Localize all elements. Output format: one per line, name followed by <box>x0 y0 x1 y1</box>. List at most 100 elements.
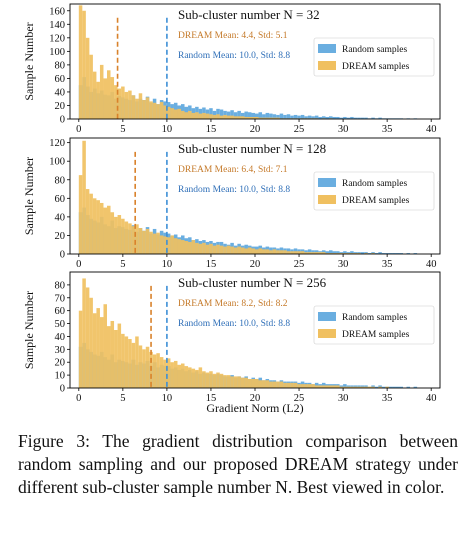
bar-dream <box>329 253 333 254</box>
bar-dream <box>272 381 277 388</box>
bar-dream <box>255 378 259 388</box>
bar-dream <box>343 253 347 254</box>
y-tick-label: 80 <box>55 60 66 71</box>
bar-dream <box>159 357 164 388</box>
bar-dream <box>346 386 351 388</box>
x-tick-label: 25 <box>294 259 305 270</box>
bar-dream <box>198 113 203 119</box>
bar-dream <box>202 242 206 254</box>
bar-random <box>251 112 255 119</box>
bar-dream <box>325 253 329 254</box>
bar-random <box>353 252 358 254</box>
bar-dream <box>332 253 337 254</box>
bar-dream <box>128 90 132 119</box>
bar-dream <box>325 385 329 388</box>
bar-random <box>300 114 305 119</box>
y-tick-label: 120 <box>49 138 65 149</box>
bar-random <box>357 117 361 119</box>
bar-dream <box>283 250 287 254</box>
y-tick-label: 30 <box>55 345 66 356</box>
bar-random <box>350 116 354 119</box>
bar-dream <box>202 371 206 388</box>
bar-dream <box>251 248 255 254</box>
bar-random <box>367 253 372 254</box>
bar-dream <box>269 117 273 119</box>
bar-dream <box>195 369 199 388</box>
bar-random <box>413 253 418 254</box>
legend-label-dream: DREAM samples <box>342 62 410 72</box>
bar-dream <box>230 246 234 254</box>
legend-box <box>313 305 435 345</box>
x-tick-label: 15 <box>206 393 217 404</box>
bar-dream <box>124 221 129 254</box>
bar-random <box>388 253 393 254</box>
x-tick-label: 40 <box>426 393 437 404</box>
bar-dream <box>135 336 139 388</box>
bar-random <box>399 253 403 254</box>
bar-dream <box>240 377 245 388</box>
bar-dream <box>117 215 122 254</box>
bar-dream <box>262 249 266 254</box>
bar-dream <box>353 253 358 254</box>
bar-dream <box>255 249 259 254</box>
x-tick-label: 5 <box>120 124 125 135</box>
bar-dream <box>181 110 185 119</box>
bar-dream <box>177 364 181 388</box>
bar-random <box>311 116 315 119</box>
bar-random <box>255 113 259 119</box>
bar-dream <box>209 371 213 388</box>
bar-dream <box>314 385 319 388</box>
bar-dream <box>283 382 287 388</box>
bar-dream <box>149 231 153 254</box>
bar-dream <box>226 115 231 119</box>
bar-dream <box>145 346 150 388</box>
y-tick-label: 60 <box>55 194 66 205</box>
bar-dream <box>311 384 315 388</box>
legend-label-random: Random samples <box>342 313 407 323</box>
bar-dream <box>240 247 245 254</box>
dream-stats-annotation: DREAM Mean: 4.4, Std: 5.1 <box>178 31 288 41</box>
x-tick-label: 35 <box>382 393 393 404</box>
x-tick-label: 0 <box>76 393 81 404</box>
bar-dream <box>170 108 174 119</box>
bar-dream <box>128 339 132 388</box>
bar-dream <box>258 117 263 119</box>
bar-dream <box>166 106 171 119</box>
bar-dream <box>177 108 181 119</box>
bar-dream <box>173 360 178 388</box>
bar-dream <box>99 202 104 254</box>
bar-dream <box>107 205 111 254</box>
bar-dream <box>237 246 241 254</box>
bar-dream <box>107 326 111 388</box>
bar-dream <box>85 37 90 119</box>
bar-dream <box>195 112 199 119</box>
bar-random <box>293 114 298 119</box>
bar-random <box>240 112 245 119</box>
bar-dream <box>290 382 294 388</box>
bar-dream <box>198 243 203 254</box>
bar-random <box>385 253 389 254</box>
legend-label-dream: DREAM samples <box>342 196 410 206</box>
bar-dream <box>216 372 220 388</box>
bar-dream <box>121 333 125 388</box>
bar-random <box>413 386 418 388</box>
bar-dream <box>269 381 273 388</box>
bar-random <box>364 117 368 119</box>
y-tick-label: 40 <box>55 87 66 98</box>
y-tick-label: 0 <box>60 384 65 395</box>
bar-dream <box>89 193 93 254</box>
y-tick-label: 60 <box>55 306 66 317</box>
bar-dream <box>364 253 368 254</box>
bar-dream <box>156 353 160 388</box>
bar-random <box>321 116 326 119</box>
legend-box <box>313 171 435 211</box>
legend-label-dream: DREAM samples <box>342 330 410 340</box>
bar-dream <box>138 228 143 254</box>
y-tick-label: 80 <box>55 280 66 291</box>
bar-random <box>374 386 379 388</box>
x-tick-label: 30 <box>338 124 349 135</box>
bar-random <box>329 116 333 119</box>
bar-dream <box>99 317 104 388</box>
x-tick-label: 35 <box>382 124 393 135</box>
bar-dream <box>78 5 83 119</box>
